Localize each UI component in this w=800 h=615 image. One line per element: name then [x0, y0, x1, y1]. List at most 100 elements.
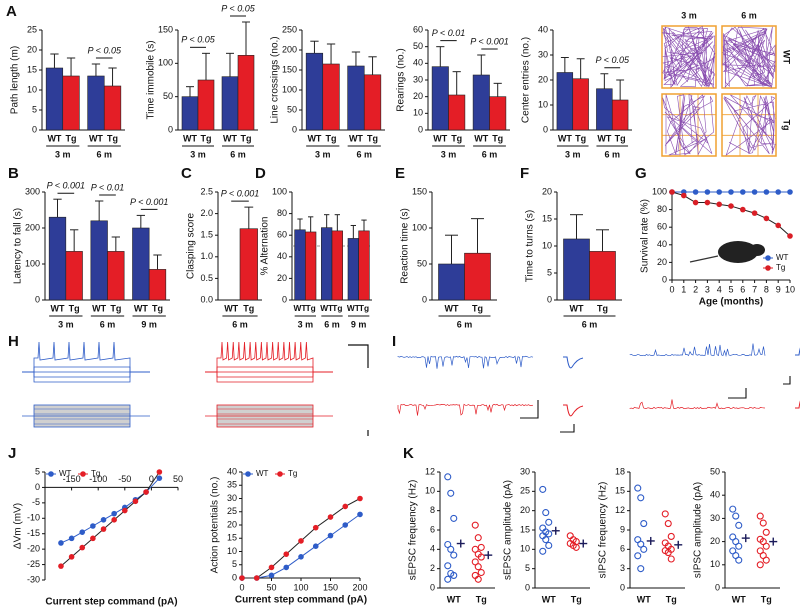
- y-tick-label: 15: [520, 524, 530, 534]
- y-tick-label: -10: [27, 513, 40, 523]
- point: [253, 575, 260, 581]
- point: [751, 189, 758, 195]
- x-tick-label: Tg: [326, 133, 337, 143]
- x-tick-label: WT: [570, 303, 584, 313]
- point: [90, 523, 96, 529]
- y-axis-label: Rearings (no.): [396, 48, 407, 111]
- bar: [62, 75, 80, 131]
- y-tick-label: 20: [542, 186, 552, 196]
- x-tick-label: Tg: [472, 303, 483, 313]
- trace: [629, 399, 766, 410]
- scale-bar: [348, 344, 369, 368]
- y-tick-label: 0: [422, 294, 427, 304]
- y-tick-label: 100: [25, 258, 40, 268]
- series-line: [60, 471, 160, 567]
- point: [477, 543, 485, 551]
- y-tick-label: 40: [413, 58, 423, 68]
- column-label: 3 m: [681, 10, 697, 20]
- point: [477, 568, 485, 577]
- point: [539, 547, 547, 555]
- y-tick-label: 60: [657, 222, 667, 232]
- y-tick-label: 9: [620, 524, 625, 534]
- bar: [107, 251, 125, 301]
- mouse-image: [689, 255, 719, 263]
- y-tick-label: 12: [425, 466, 435, 476]
- y-tick-label: 5: [232, 559, 237, 569]
- point: [58, 563, 64, 569]
- track: [661, 26, 716, 89]
- bar: [305, 231, 317, 301]
- y-tick-label: 100: [282, 84, 297, 94]
- point: [661, 510, 669, 518]
- y-tick-label: 0: [282, 294, 287, 304]
- point: [268, 564, 275, 571]
- x-tick-label: WT: [320, 303, 333, 313]
- bar: [305, 52, 324, 131]
- point: [283, 551, 290, 557]
- y-tick-label: 150: [282, 64, 297, 74]
- bar: [221, 76, 239, 131]
- point: [667, 532, 675, 540]
- point: [298, 554, 304, 560]
- bar: [87, 75, 105, 131]
- x-tick-label: 7: [752, 284, 757, 294]
- y-tick-label: 20: [277, 273, 287, 283]
- y-tick-label: 3: [620, 563, 625, 573]
- y-tick-label: 100: [652, 186, 667, 196]
- x-tick-label: 1: [681, 284, 686, 294]
- y-tick-label: 2.5: [200, 186, 213, 196]
- point: [68, 535, 75, 542]
- track: [662, 94, 714, 156]
- y-tick-label: 150: [158, 24, 173, 34]
- track: [722, 26, 777, 88]
- category-label: 3 m: [190, 149, 206, 159]
- bar: [556, 72, 574, 131]
- point: [735, 556, 743, 564]
- x-tick-label: Tg: [359, 303, 369, 313]
- y-tick-label: 5: [32, 104, 37, 114]
- x-tick-label: Tg: [107, 133, 118, 143]
- annotation: P < 0.05: [88, 45, 122, 55]
- point: [759, 519, 767, 527]
- x-tick-label: WT: [47, 133, 61, 143]
- x-tick-label: WT: [89, 133, 103, 143]
- legend-swatch: [48, 471, 54, 477]
- point: [756, 512, 764, 520]
- point: [669, 189, 675, 195]
- y-tick-label: 20: [657, 257, 667, 267]
- y-tick-label: 2: [430, 563, 435, 573]
- category-label: 6 m: [324, 319, 340, 329]
- bar: [148, 269, 167, 301]
- row-label: Tg: [782, 120, 792, 131]
- point: [775, 222, 781, 229]
- point: [542, 509, 550, 517]
- point: [681, 192, 687, 199]
- arena: [661, 93, 717, 157]
- y-tick-label: 18: [615, 466, 625, 476]
- annotation: P < 0.01: [91, 182, 124, 192]
- x-tick-label: 150: [323, 582, 338, 592]
- x-tick-label: Tg: [201, 133, 212, 143]
- point: [740, 189, 746, 195]
- y-axis-label: sIPSC amplitude (pA): [693, 482, 704, 578]
- x-tick-label: 3: [705, 284, 710, 294]
- trace: [22, 341, 150, 373]
- y-axis-label: Path length (m): [10, 46, 21, 114]
- y-axis-label: Reaction time (s): [400, 208, 411, 284]
- x-tick-label: 200: [352, 582, 367, 592]
- bar: [596, 88, 613, 131]
- x-tick-label: Tg: [306, 303, 316, 313]
- point: [447, 545, 455, 553]
- legend-label: Tg: [288, 469, 297, 478]
- y-tick-label: 5: [35, 466, 40, 476]
- bar: [489, 96, 507, 131]
- y-tick-label: 0: [232, 572, 237, 582]
- point: [342, 522, 349, 528]
- y-tick-label: 40: [657, 239, 667, 249]
- panel-label: F: [520, 165, 529, 182]
- y-tick-label: 1.5: [200, 230, 213, 240]
- bar: [237, 55, 255, 131]
- y-tick-label: -30: [27, 574, 40, 584]
- trace: [397, 403, 534, 416]
- x-tick-label: -100: [89, 474, 107, 484]
